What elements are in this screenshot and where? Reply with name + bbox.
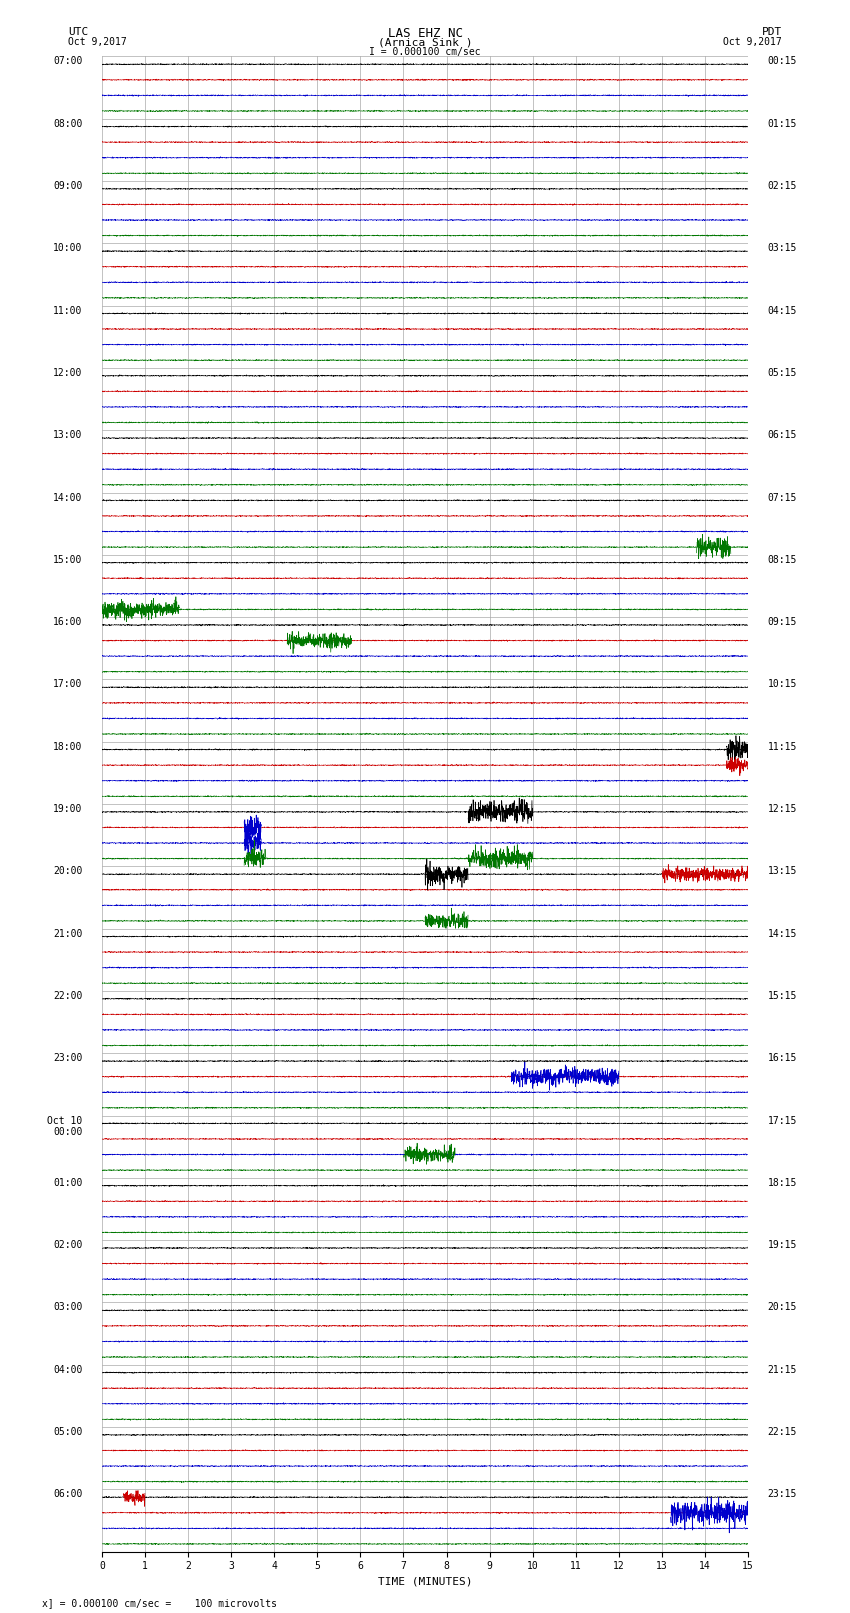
Text: 13:00: 13:00 xyxy=(54,431,82,440)
Text: 08:15: 08:15 xyxy=(768,555,796,565)
Text: 19:00: 19:00 xyxy=(54,805,82,815)
Text: 07:00: 07:00 xyxy=(54,56,82,66)
Text: 01:00: 01:00 xyxy=(54,1177,82,1187)
Text: (Arnica Sink ): (Arnica Sink ) xyxy=(377,37,473,47)
Text: 01:15: 01:15 xyxy=(768,119,796,129)
Text: I = 0.000100 cm/sec: I = 0.000100 cm/sec xyxy=(369,47,481,56)
Text: Oct 10
00:00: Oct 10 00:00 xyxy=(48,1116,82,1137)
Text: 14:00: 14:00 xyxy=(54,492,82,503)
Text: 12:15: 12:15 xyxy=(768,805,796,815)
Text: 15:00: 15:00 xyxy=(54,555,82,565)
Text: 17:00: 17:00 xyxy=(54,679,82,689)
Text: 04:15: 04:15 xyxy=(768,306,796,316)
Text: 16:00: 16:00 xyxy=(54,618,82,627)
Text: 07:15: 07:15 xyxy=(768,492,796,503)
Text: 10:15: 10:15 xyxy=(768,679,796,689)
Text: 23:15: 23:15 xyxy=(768,1489,796,1500)
Text: 18:00: 18:00 xyxy=(54,742,82,752)
Text: Oct 9,2017: Oct 9,2017 xyxy=(68,37,127,47)
Text: 15:15: 15:15 xyxy=(768,990,796,1002)
Text: 10:00: 10:00 xyxy=(54,244,82,253)
Text: 19:15: 19:15 xyxy=(768,1240,796,1250)
Text: 03:00: 03:00 xyxy=(54,1303,82,1313)
Text: 05:15: 05:15 xyxy=(768,368,796,377)
Text: 20:15: 20:15 xyxy=(768,1303,796,1313)
Text: 23:00: 23:00 xyxy=(54,1053,82,1063)
Text: 22:00: 22:00 xyxy=(54,990,82,1002)
Text: UTC: UTC xyxy=(68,27,88,37)
Text: 05:00: 05:00 xyxy=(54,1428,82,1437)
Text: 12:00: 12:00 xyxy=(54,368,82,377)
Text: 21:15: 21:15 xyxy=(768,1365,796,1374)
Text: 02:15: 02:15 xyxy=(768,181,796,190)
Text: LAS EHZ NC: LAS EHZ NC xyxy=(388,27,462,40)
Text: 03:15: 03:15 xyxy=(768,244,796,253)
Text: 20:00: 20:00 xyxy=(54,866,82,876)
Text: 06:15: 06:15 xyxy=(768,431,796,440)
Text: 17:15: 17:15 xyxy=(768,1116,796,1126)
Text: 02:00: 02:00 xyxy=(54,1240,82,1250)
Text: 04:00: 04:00 xyxy=(54,1365,82,1374)
Text: 08:00: 08:00 xyxy=(54,119,82,129)
Text: 00:15: 00:15 xyxy=(768,56,796,66)
Text: 22:15: 22:15 xyxy=(768,1428,796,1437)
Text: PDT: PDT xyxy=(762,27,782,37)
X-axis label: TIME (MINUTES): TIME (MINUTES) xyxy=(377,1578,473,1587)
Text: x] = 0.000100 cm/sec =    100 microvolts: x] = 0.000100 cm/sec = 100 microvolts xyxy=(42,1598,277,1608)
Text: 11:00: 11:00 xyxy=(54,306,82,316)
Text: 09:00: 09:00 xyxy=(54,181,82,190)
Text: 09:15: 09:15 xyxy=(768,618,796,627)
Text: 21:00: 21:00 xyxy=(54,929,82,939)
Text: 11:15: 11:15 xyxy=(768,742,796,752)
Text: 14:15: 14:15 xyxy=(768,929,796,939)
Text: Oct 9,2017: Oct 9,2017 xyxy=(723,37,782,47)
Text: 18:15: 18:15 xyxy=(768,1177,796,1187)
Text: 13:15: 13:15 xyxy=(768,866,796,876)
Text: 06:00: 06:00 xyxy=(54,1489,82,1500)
Text: 16:15: 16:15 xyxy=(768,1053,796,1063)
